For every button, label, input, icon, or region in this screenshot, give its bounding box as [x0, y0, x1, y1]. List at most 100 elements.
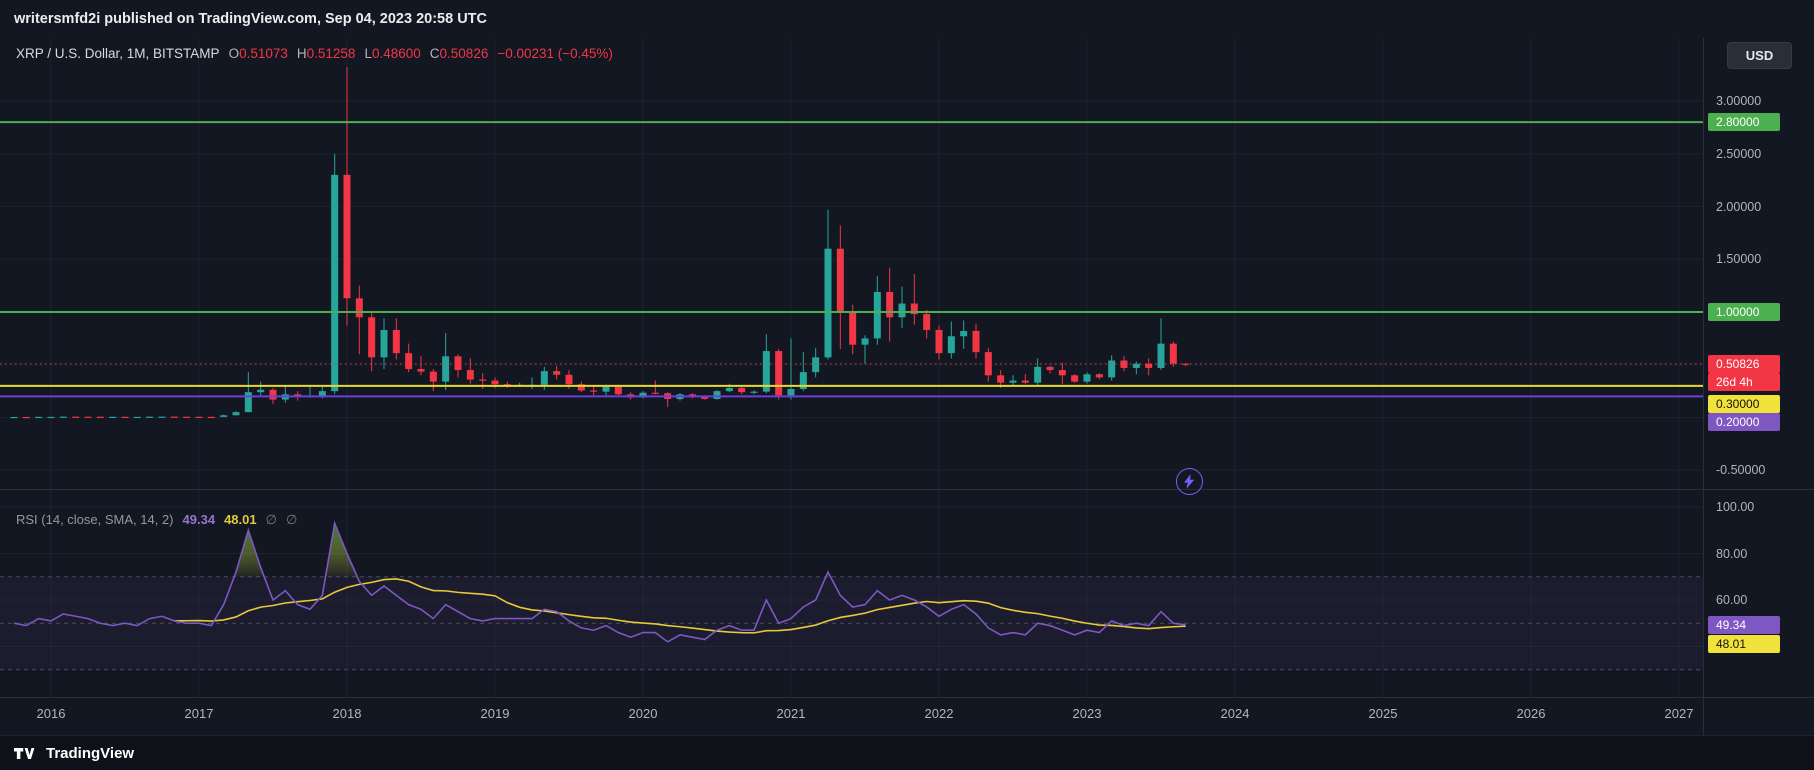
rsi-sma-current-value: 48.01 [224, 512, 257, 527]
candle-body [898, 303, 906, 318]
candle-body [96, 416, 104, 418]
candle-body [392, 329, 400, 354]
candle-body [947, 336, 955, 354]
currency-toggle-button[interactable]: USD [1727, 42, 1792, 69]
candle-body [812, 357, 820, 373]
rsi-empty-toggle-icon[interactable]: ∅ [265, 512, 277, 527]
price-axis[interactable] [1703, 38, 1814, 735]
candle-body [910, 303, 918, 315]
lightning-bolt-icon [1184, 474, 1195, 489]
candle-body [1157, 343, 1165, 368]
candle-body [886, 291, 894, 318]
candle-body [1009, 380, 1017, 383]
candle-body [849, 312, 857, 345]
candle-body [1058, 370, 1066, 376]
candle-body [1108, 360, 1116, 378]
candle-body [10, 416, 18, 419]
candle-body [614, 386, 622, 395]
rsi-line [13, 520, 1186, 643]
candle-body [59, 416, 67, 418]
tradingview-logo-icon[interactable] [14, 745, 38, 762]
candle-body [146, 416, 154, 418]
candle-body [318, 391, 326, 396]
candle-body [331, 174, 339, 392]
candle-body [294, 394, 302, 397]
candle-body [824, 248, 832, 358]
rsi-indicator-title[interactable]: RSI (14, close, SMA, 14, 2) [16, 512, 174, 527]
candle-body [1120, 360, 1128, 368]
candle-body [750, 391, 758, 393]
candle-body [713, 391, 721, 399]
candle-body [1095, 374, 1103, 378]
candle-body [960, 330, 968, 337]
candle-body [454, 356, 462, 371]
candle-body [639, 392, 647, 398]
price-change: −0.00231 (−0.45%) [497, 46, 613, 61]
candle-body [1034, 366, 1042, 383]
ohlc-open: O0.51073 [228, 46, 288, 61]
candle-body [35, 416, 43, 419]
rsi-legend: RSI (14, close, SMA, 14, 2) 49.34 48.01 … [16, 512, 297, 528]
candle-body [195, 416, 203, 419]
candle-body [22, 416, 30, 419]
candle-body [442, 356, 450, 382]
candle-body [417, 368, 425, 372]
candle-body [725, 387, 733, 392]
rsi-empty-toggle-icon[interactable]: ∅ [285, 512, 298, 527]
candle-body [1083, 374, 1091, 382]
candle-body [577, 384, 585, 391]
candles-series [10, 67, 1190, 419]
candle-body [47, 416, 55, 419]
candle-body [109, 416, 117, 419]
time-axis[interactable] [0, 697, 1814, 736]
candle-body [762, 351, 770, 392]
footer-bar: TradingView [0, 735, 1814, 770]
candle-body [405, 353, 413, 369]
candle-body [738, 387, 746, 393]
rsi-overbought-fill [234, 523, 831, 577]
candle-body [183, 416, 191, 418]
candle-body [836, 248, 844, 312]
symbol-legend: XRP / U.S. Dollar, 1M, BITSTAMP O0.51073… [16, 46, 613, 61]
candle-body [565, 374, 573, 385]
ohlc-high: H0.51258 [296, 46, 356, 61]
candle-body [799, 372, 807, 390]
candle-body [158, 416, 166, 418]
grid [0, 38, 1703, 697]
candle-body [207, 416, 215, 419]
candle-body [355, 298, 363, 318]
attribution-bar: writersmfd2i published on TradingView.co… [0, 0, 1814, 38]
candle-body [602, 386, 610, 392]
candle-body [368, 317, 376, 358]
rsi-lines [13, 520, 1186, 643]
candle-body [220, 415, 228, 417]
rsi-band [0, 576, 1703, 671]
candle-body [1021, 380, 1029, 383]
candle-body [540, 371, 548, 385]
candle-body [466, 370, 474, 380]
horizontal-level-lines [0, 121, 1703, 398]
rsi-current-value: 49.34 [182, 512, 216, 527]
candle-body [935, 329, 943, 354]
candle-body [873, 291, 881, 339]
candle-body [491, 380, 499, 385]
candle-body [1132, 363, 1140, 368]
candle-body [701, 396, 709, 399]
candle-body [984, 352, 992, 376]
candle-body [479, 379, 487, 381]
candle-body [651, 392, 659, 394]
tradingview-brand-link[interactable]: TradingView [46, 745, 135, 762]
candle-body [244, 392, 252, 413]
quick-trade-lightning-icon[interactable] [1176, 468, 1203, 495]
rsi-sma-line [174, 578, 1186, 634]
candle-body [133, 416, 141, 419]
candle-body [170, 416, 178, 418]
candle-body [232, 412, 240, 416]
candle-body [84, 416, 92, 418]
candle-body [72, 416, 80, 418]
ohlc-low: L0.48600 [364, 46, 421, 61]
symbol-title[interactable]: XRP / U.S. Dollar, 1M, BITSTAMP [16, 46, 220, 61]
candle-body [861, 338, 869, 345]
candle-body [553, 371, 561, 375]
